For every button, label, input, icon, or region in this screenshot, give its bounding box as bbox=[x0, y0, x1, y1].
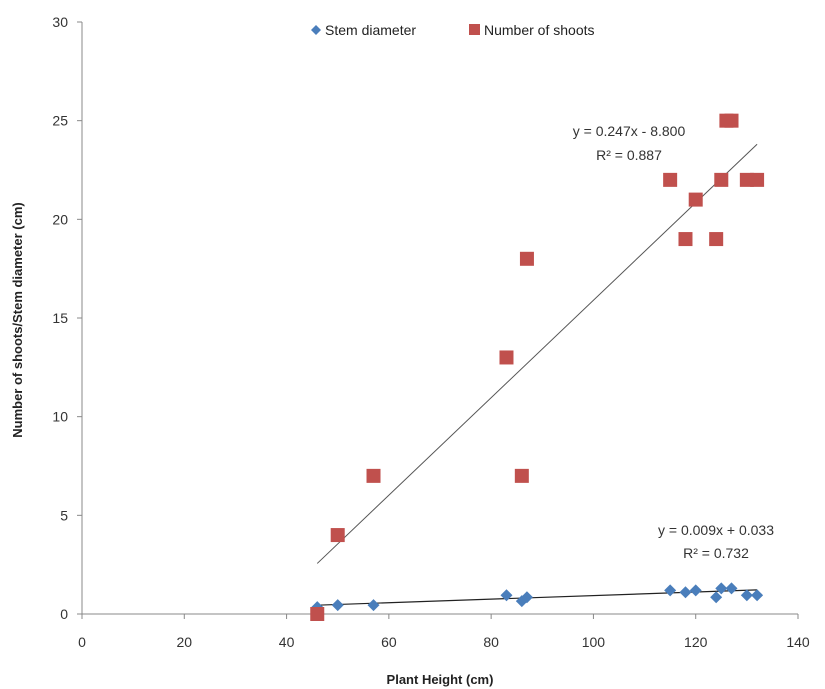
data-point-stem-diameter bbox=[331, 599, 344, 612]
legend-marker-number-of-shoots bbox=[469, 24, 480, 35]
x-tick-label: 40 bbox=[279, 634, 295, 650]
legend: Stem diameter Number of shoots bbox=[311, 22, 595, 38]
data-point-stem-diameter bbox=[751, 589, 764, 602]
data-point-number-of-shoots bbox=[519, 251, 534, 266]
data-point-stem-diameter bbox=[367, 599, 380, 612]
data-point-stem-diameter bbox=[664, 584, 677, 597]
x-tick-label: 20 bbox=[176, 634, 192, 650]
data-point-number-of-shoots bbox=[724, 113, 739, 128]
legend-label-stem-diameter: Stem diameter bbox=[325, 22, 416, 38]
data-points bbox=[310, 113, 765, 621]
data-point-number-of-shoots bbox=[678, 232, 693, 247]
data-point-stem-diameter bbox=[725, 582, 738, 595]
legend-label-number-of-shoots: Number of shoots bbox=[484, 22, 595, 38]
axes: 0 5 10 15 20 25 30 0 20 40 60 80 100 120 140 Plant Heig… bbox=[10, 14, 810, 687]
data-point-number-of-shoots bbox=[688, 192, 703, 207]
x-axis-title: Plant Height (cm) bbox=[387, 672, 494, 687]
y-tick-label: 10 bbox=[52, 409, 68, 425]
data-point-stem-diameter bbox=[520, 591, 533, 604]
data-point-number-of-shoots bbox=[310, 607, 325, 621]
trendline-number-of-shoots bbox=[316, 143, 758, 564]
data-point-number-of-shoots bbox=[499, 350, 514, 365]
trendline-r2-shoots: R² = 0.887 bbox=[596, 147, 662, 163]
x-tick-label: 0 bbox=[78, 634, 86, 650]
y-tick-label: 5 bbox=[60, 507, 68, 523]
legend-marker-stem-diameter bbox=[311, 25, 321, 35]
data-point-number-of-shoots bbox=[330, 528, 345, 543]
data-point-stem-diameter bbox=[715, 582, 728, 595]
x-tick-label: 100 bbox=[582, 634, 606, 650]
y-tick-label: 20 bbox=[52, 211, 68, 227]
x-tick-label: 80 bbox=[483, 634, 499, 650]
trendline-labels: y = 0.247x - 8.800 R² = 0.887 y = 0.009x +… bbox=[573, 123, 774, 561]
data-point-stem-diameter bbox=[710, 591, 723, 604]
data-point-number-of-shoots bbox=[750, 172, 765, 187]
x-tick-label: 120 bbox=[684, 634, 708, 650]
data-point-number-of-shoots bbox=[366, 468, 381, 483]
data-point-stem-diameter bbox=[740, 589, 753, 602]
data-point-number-of-shoots bbox=[514, 468, 529, 483]
data-point-number-of-shoots bbox=[709, 232, 724, 247]
trendline-r2-stem: R² = 0.732 bbox=[683, 545, 749, 561]
data-point-number-of-shoots bbox=[714, 172, 729, 187]
data-point-number-of-shoots bbox=[663, 172, 678, 187]
x-tick-label: 140 bbox=[786, 634, 810, 650]
x-tick-label: 60 bbox=[381, 634, 397, 650]
y-axis-title: Number of shoots/Stem diameter (cm) bbox=[10, 202, 25, 438]
y-tick-label: 15 bbox=[52, 310, 68, 326]
data-point-stem-diameter bbox=[679, 586, 692, 599]
trendline-equation-stem: y = 0.009x + 0.033 bbox=[658, 522, 774, 538]
y-tick-label: 30 bbox=[52, 14, 68, 30]
trendline-equation-shoots: y = 0.247x - 8.800 bbox=[573, 123, 686, 139]
data-point-stem-diameter bbox=[689, 584, 702, 597]
data-point-stem-diameter bbox=[500, 589, 513, 602]
y-tick-label: 0 bbox=[60, 606, 68, 622]
y-tick-label: 25 bbox=[52, 113, 68, 129]
